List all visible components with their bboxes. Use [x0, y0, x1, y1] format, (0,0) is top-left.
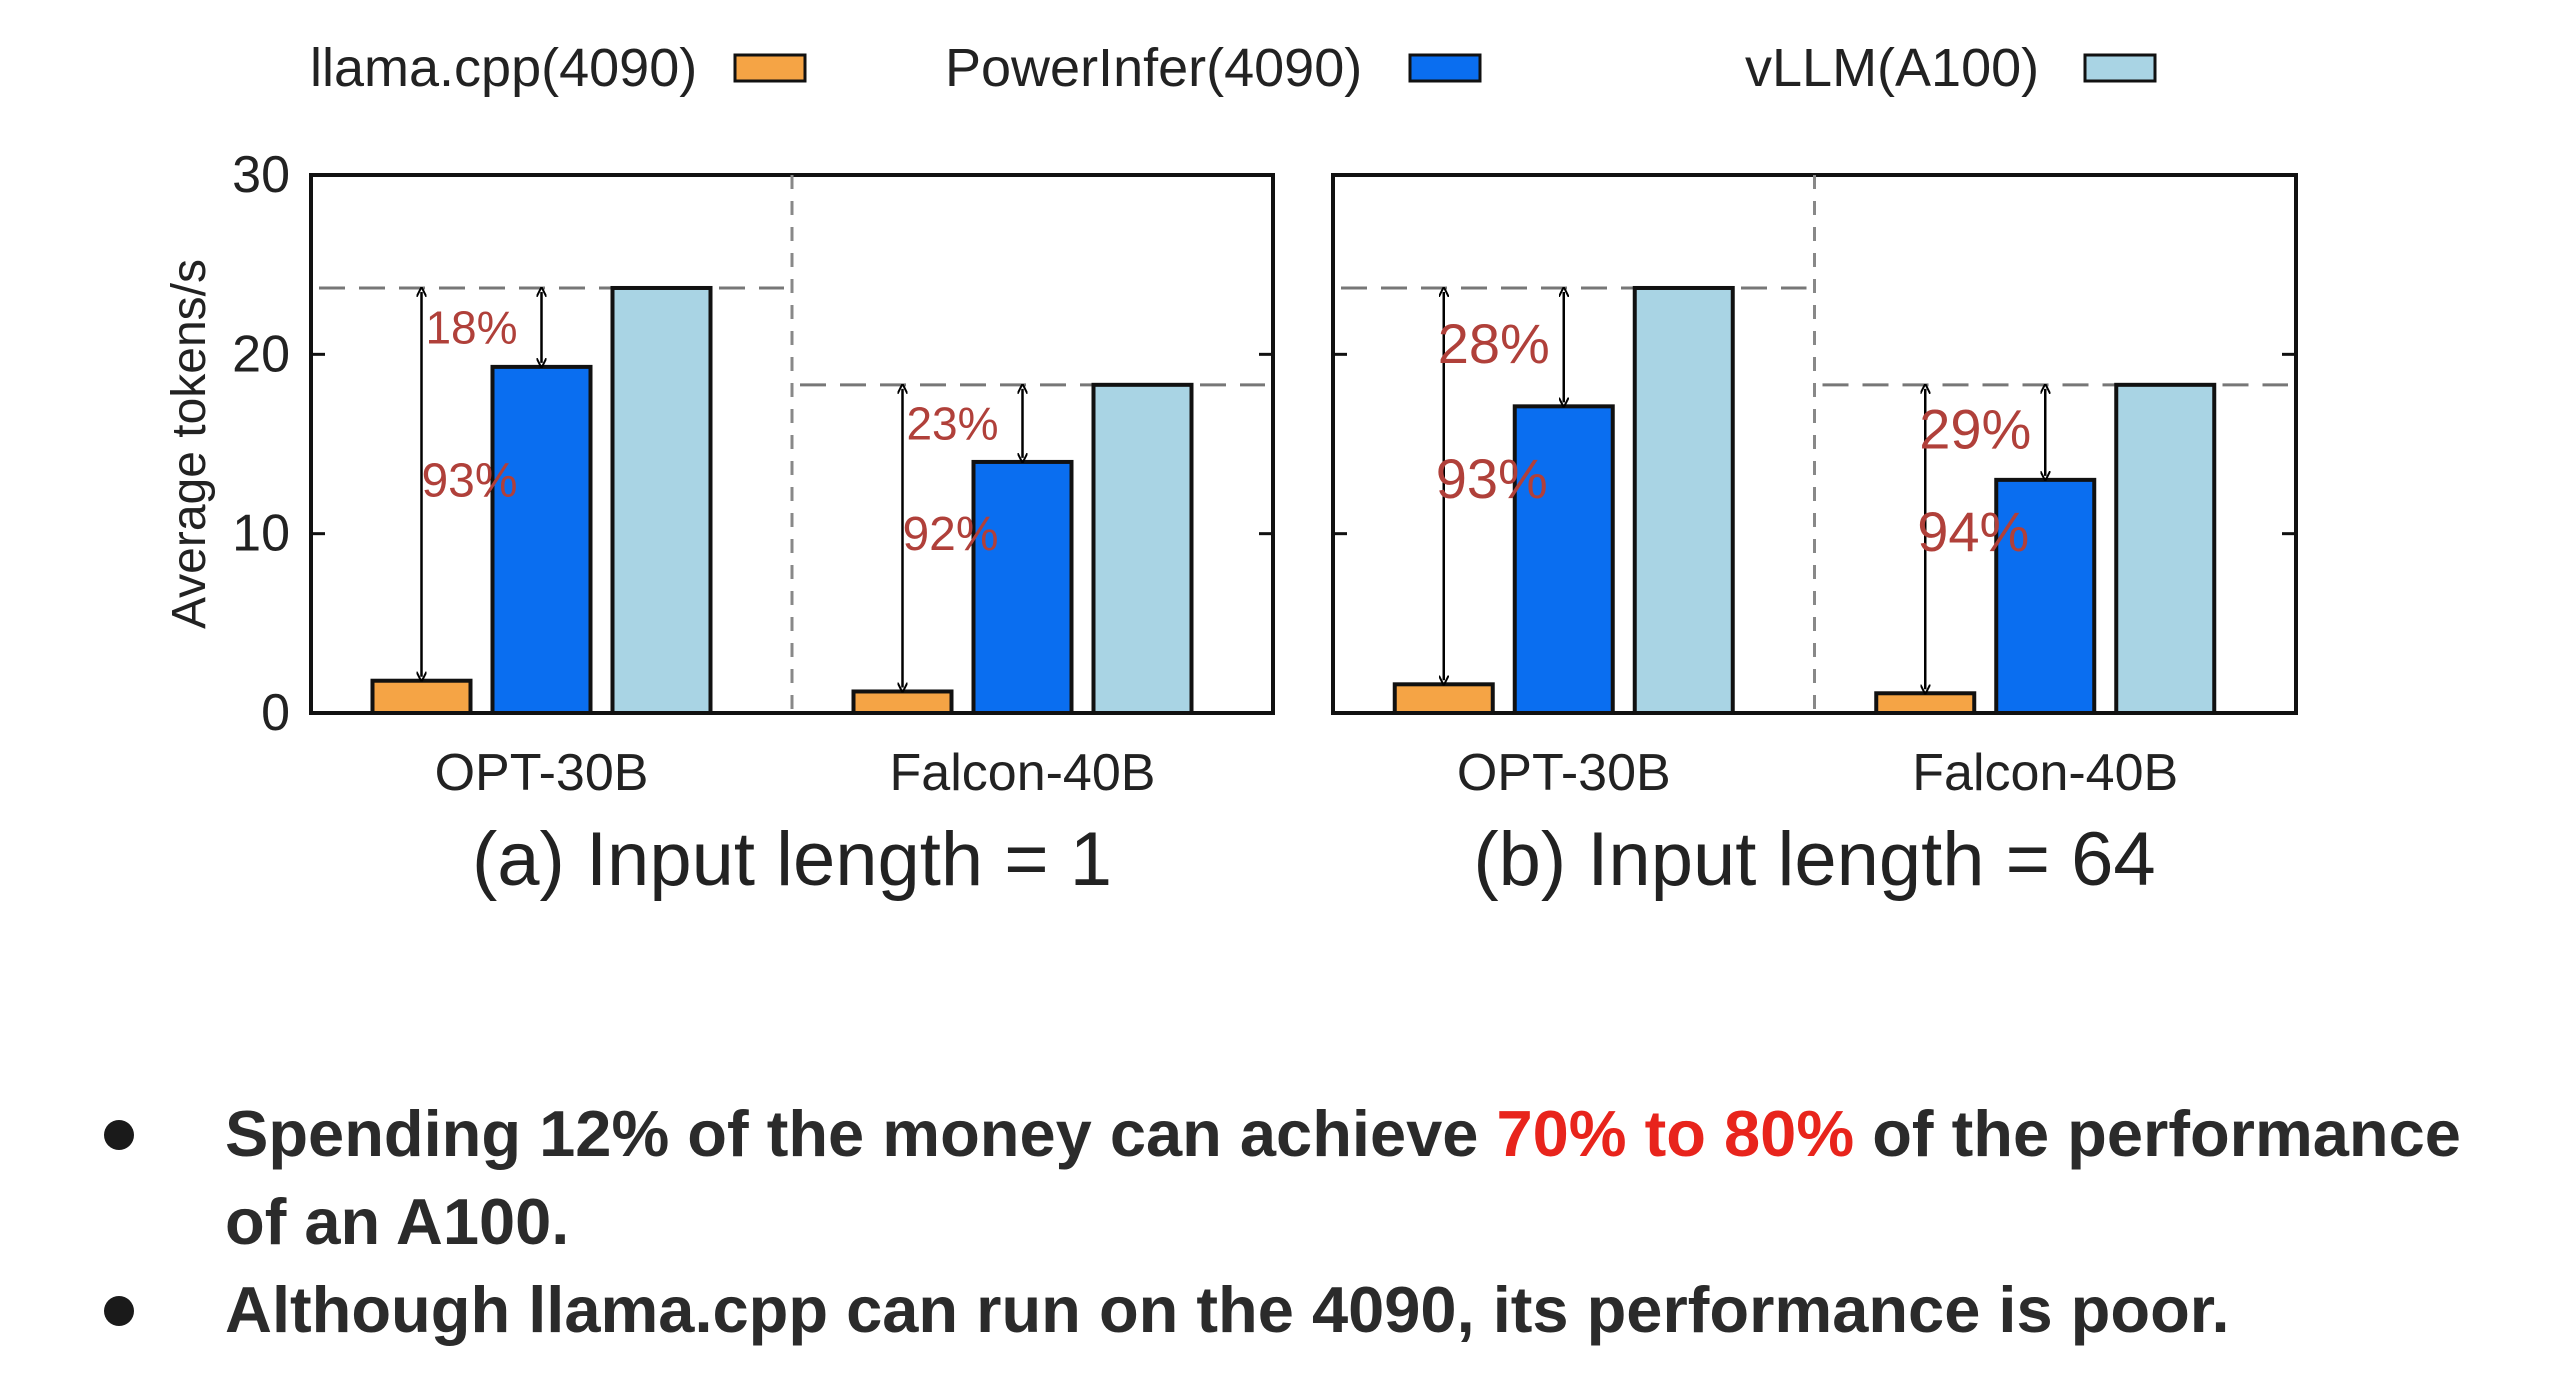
bullet-text-prefix: Spending 12% of the money can achieve — [225, 1097, 1497, 1170]
bar — [610, 285, 713, 715]
bar — [490, 364, 593, 715]
bar — [1994, 477, 2097, 715]
bar — [971, 459, 1074, 715]
bullet-text: Although llama.cpp can run on the 4090, … — [225, 1273, 2230, 1346]
bullet-item: Spending 12% of the money can achieve 70… — [90, 1090, 2530, 1266]
y-tick-label: 30 — [232, 146, 290, 204]
legend-label: llama.cpp(4090) — [310, 38, 697, 98]
bullet-dot-icon — [104, 1296, 134, 1326]
bullet-dot-icon — [104, 1120, 134, 1150]
bar — [370, 678, 473, 715]
legend-label: vLLM(A100) — [1745, 38, 2039, 98]
y-tick-label: 0 — [261, 684, 290, 742]
drop-percent-label: 93% — [421, 454, 517, 507]
bar — [1091, 382, 1194, 715]
legend-label: PowerInfer(4090) — [945, 38, 1362, 98]
y-tick-label: 10 — [232, 505, 290, 563]
gap-percent-label: 18% — [425, 301, 517, 353]
x-tick-label: OPT-30B — [435, 744, 649, 802]
gap-percent-label: 23% — [906, 397, 998, 449]
bar — [2114, 382, 2217, 715]
bullet-list: Spending 12% of the money can achieve 70… — [90, 1090, 2530, 1354]
x-tick-label: Falcon-40B — [890, 744, 1156, 802]
legend-swatch — [2083, 53, 2157, 83]
bar — [1874, 691, 1977, 715]
y-axis-label: Average tokens/s — [163, 259, 216, 629]
drop-percent-label: 94% — [1917, 500, 2029, 563]
chart: llama.cpp(4090) PowerInfer(4090) vLLM(A100… — [163, 38, 2298, 902]
legend-swatch — [733, 53, 807, 83]
panel-title: (b) Input length = 64 — [1473, 817, 2155, 902]
bar — [1632, 285, 1735, 715]
bullet-highlight: 70% to 80% — [1496, 1097, 1855, 1170]
gap-percent-label: 28% — [1438, 312, 1550, 375]
panel-title: (a) Input length = 1 — [472, 817, 1112, 902]
legend-swatch — [1408, 53, 1482, 83]
x-tick-label: Falcon-40B — [1912, 744, 2178, 802]
drop-percent-label: 93% — [1436, 447, 1548, 510]
x-tick-label: OPT-30B — [1457, 744, 1671, 802]
bullet-item: Although llama.cpp can run on the 4090, … — [90, 1266, 2530, 1354]
y-tick-label: 20 — [232, 325, 290, 383]
bar — [1392, 682, 1495, 715]
bar — [851, 689, 954, 715]
bar — [1512, 404, 1615, 715]
drop-percent-label: 92% — [902, 508, 998, 561]
gap-percent-label: 29% — [1919, 397, 2031, 460]
bullet-text-suffix: of the performance of an A100. — [225, 1097, 2461, 1258]
